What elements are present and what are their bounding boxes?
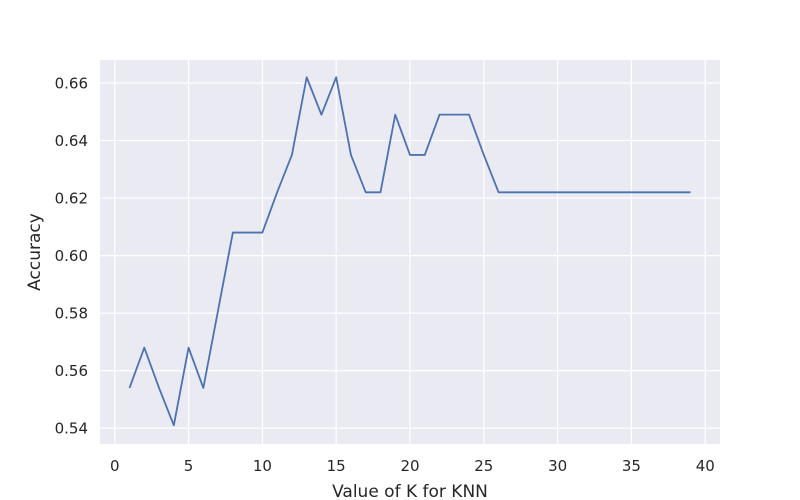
y-tick-label: 0.64 xyxy=(55,132,88,150)
y-tick-label: 0.60 xyxy=(55,247,88,265)
accuracy-line xyxy=(128,76,691,427)
x-tick-label: 20 xyxy=(400,457,419,475)
y-tick-label: 0.62 xyxy=(55,190,88,208)
y-tick-labels: 0.54 0.56 0.58 0.60 0.62 0.64 0.66 xyxy=(55,75,88,438)
y-tick-label: 0.56 xyxy=(55,362,88,380)
y-tick-label: 0.66 xyxy=(55,75,88,93)
x-tick-label: 5 xyxy=(184,457,194,475)
grid-lines xyxy=(100,60,720,444)
x-tick-label: 25 xyxy=(474,457,493,475)
y-axis-label: Accuracy xyxy=(25,213,45,291)
series-lines xyxy=(128,76,691,427)
x-tick-label: 30 xyxy=(548,457,567,475)
x-tick-label: 0 xyxy=(110,457,120,475)
x-tick-label: 35 xyxy=(622,457,641,475)
y-tick-label: 0.58 xyxy=(55,305,88,323)
x-tick-label: 10 xyxy=(253,457,272,475)
x-tick-label: 40 xyxy=(696,457,715,475)
x-tick-label: 15 xyxy=(327,457,346,475)
x-axis-label: Value of K for KNN xyxy=(332,482,488,500)
x-tick-labels: 0 5 10 15 20 25 30 35 40 xyxy=(110,457,715,475)
y-tick-label: 0.54 xyxy=(55,420,88,438)
